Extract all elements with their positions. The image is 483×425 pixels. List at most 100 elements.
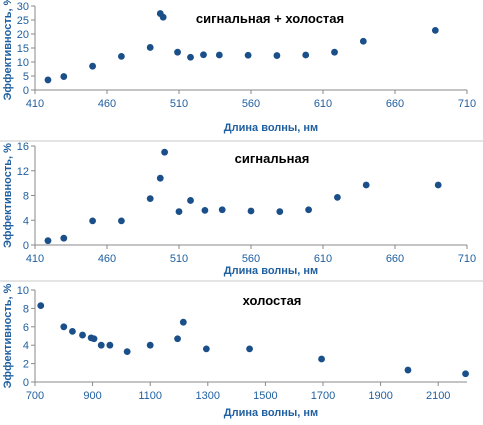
- data-point: [146, 195, 154, 202]
- data-point: [431, 26, 439, 34]
- data-point: [273, 52, 281, 59]
- data-point: [156, 174, 164, 182]
- y-tick-label: 0: [23, 377, 29, 389]
- x-axis-label: Длина волны, нм: [224, 265, 318, 277]
- data-point: [404, 366, 412, 374]
- y-tick-label: 30: [17, 1, 29, 13]
- data-point: [246, 345, 253, 353]
- data-point: [79, 331, 86, 339]
- data-point: [118, 53, 125, 60]
- x-axis-label: Длина волны, нм: [224, 122, 318, 134]
- data-point: [60, 73, 68, 80]
- data-point: [174, 48, 181, 56]
- data-point: [161, 148, 169, 156]
- data-point: [462, 370, 469, 378]
- data-point: [218, 206, 226, 214]
- y-tick-label: 25: [17, 15, 29, 27]
- data-point: [215, 51, 223, 59]
- x-tick-label: 560: [242, 253, 260, 265]
- data-point: [97, 341, 105, 349]
- y-tick-label: 5: [23, 71, 29, 83]
- data-point: [362, 181, 370, 189]
- x-tick-label: 410: [26, 253, 44, 265]
- y-tick-label: 10: [17, 57, 29, 69]
- x-tick-label: 1500: [253, 390, 277, 402]
- x-tick-label: 710: [458, 253, 476, 265]
- data-point: [318, 355, 325, 363]
- y-axis-label: Эффективность, %: [2, 283, 14, 388]
- x-tick-label: 510: [170, 98, 188, 110]
- data-point: [201, 206, 209, 214]
- y-tick-label: 15: [17, 43, 29, 55]
- data-point: [174, 335, 181, 343]
- y-tick-label: 0: [23, 240, 29, 252]
- x-tick-label: 1900: [368, 390, 392, 402]
- x-tick-label: 660: [386, 253, 404, 265]
- y-tick-label: 8: [23, 303, 29, 315]
- x-tick-label: 410: [26, 98, 44, 110]
- y-axis-label: Эффективность, %: [2, 0, 14, 100]
- x-tick-label: 1300: [196, 390, 220, 402]
- data-point: [159, 13, 167, 21]
- data-point: [89, 62, 96, 70]
- data-point: [179, 318, 187, 326]
- x-tick-label: 1100: [138, 390, 162, 402]
- y-tick-label: 2: [23, 359, 29, 371]
- y-tick-label: 8: [23, 191, 29, 203]
- chart-title: холостая: [243, 293, 302, 308]
- data-point: [331, 48, 338, 56]
- data-point: [175, 208, 183, 215]
- x-tick-label: 1700: [311, 390, 335, 402]
- x-tick-label: 660: [386, 98, 404, 110]
- y-tick-label: 6: [23, 322, 29, 334]
- data-point: [276, 208, 284, 215]
- chart-title: сигнальная: [235, 151, 310, 166]
- data-point: [187, 197, 194, 204]
- data-point: [334, 193, 341, 201]
- x-tick-label: 510: [170, 253, 188, 265]
- y-tick-label: 16: [17, 141, 29, 153]
- data-point: [247, 207, 255, 215]
- data-point: [37, 302, 45, 310]
- data-point: [44, 76, 52, 84]
- data-point: [60, 234, 68, 242]
- y-tick-label: 0: [23, 85, 29, 97]
- y-tick-label: 10: [17, 285, 29, 297]
- chart-panel-signal: 0 4 8 12 16 410 460 510 560 610 660 710 сигнальная Дл…: [2, 141, 476, 277]
- data-point: [60, 323, 68, 331]
- y-tick-label: 4: [23, 340, 29, 352]
- x-tick-label: 610: [314, 98, 332, 110]
- x-tick-label: 560: [242, 98, 260, 110]
- data-point: [123, 348, 131, 356]
- data-point: [305, 206, 312, 214]
- data-point: [44, 237, 52, 245]
- y-tick-label: 20: [17, 29, 29, 41]
- x-tick-label: 700: [26, 390, 44, 402]
- x-tick-label: 460: [98, 253, 116, 265]
- data-point: [146, 44, 154, 51]
- data-point: [146, 341, 154, 349]
- data-point: [359, 37, 367, 45]
- data-point: [202, 345, 210, 353]
- data-point: [90, 335, 98, 343]
- x-tick-label: 900: [83, 390, 101, 402]
- data-point: [106, 341, 114, 349]
- data-point: [244, 51, 252, 59]
- x-tick-label: 710: [458, 98, 476, 110]
- x-tick-label: 460: [98, 98, 116, 110]
- data-point: [89, 217, 96, 225]
- chart-panel-idler: 0 2 4 6 8 10 700 900 1100 1300 1500 1700 1900 2100 хол…: [2, 283, 469, 419]
- x-axis-label: Длина волны, нм: [224, 407, 318, 419]
- y-tick-label: 12: [17, 166, 29, 178]
- data-point: [434, 181, 442, 189]
- data-point: [118, 217, 125, 225]
- chart-title: сигнальная + холостая: [196, 11, 344, 26]
- x-tick-label: 610: [314, 253, 332, 265]
- y-axis-label: Эффективность, %: [2, 143, 14, 248]
- x-tick-label: 2100: [426, 390, 450, 402]
- y-tick-label: 4: [23, 215, 29, 227]
- data-point: [302, 51, 310, 59]
- data-point: [200, 51, 207, 59]
- data-point: [69, 328, 76, 335]
